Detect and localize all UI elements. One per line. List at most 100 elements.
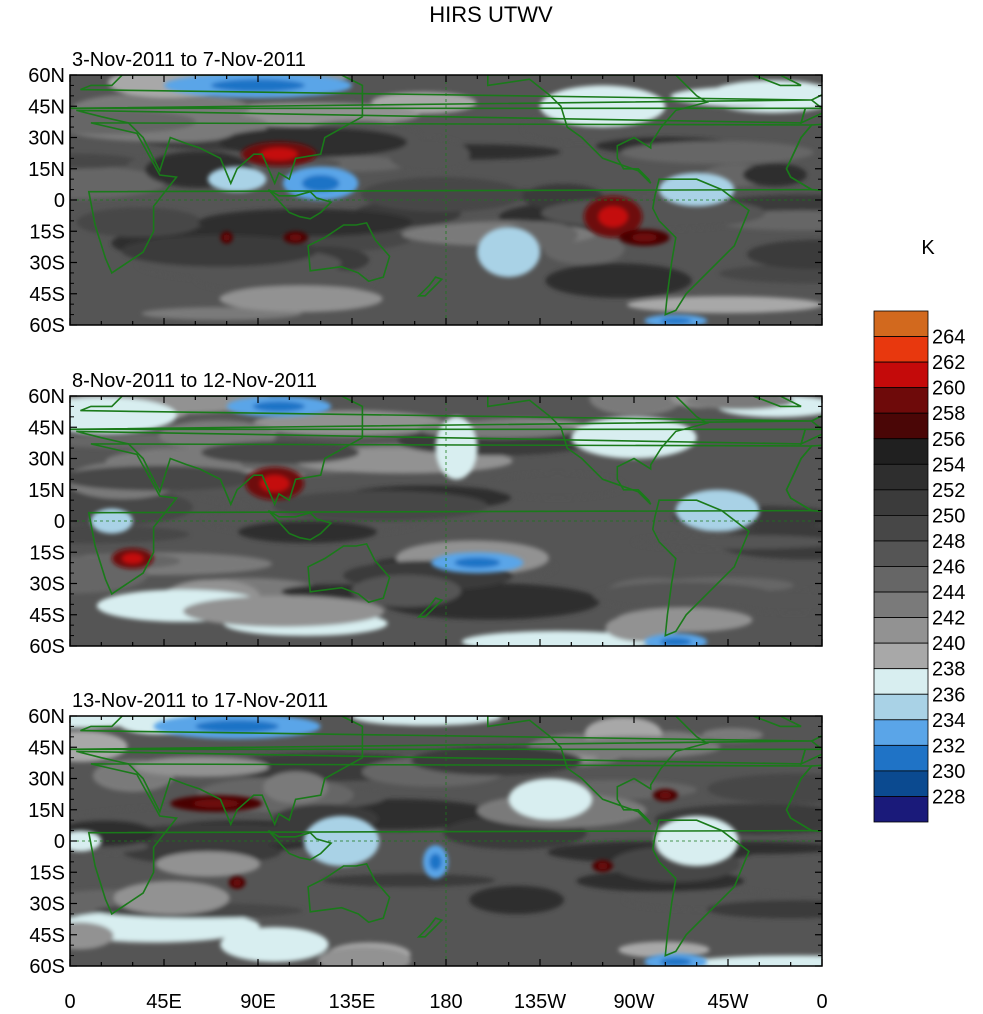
colorbar-box <box>873 719 929 746</box>
colorbar-box <box>873 642 929 670</box>
texture-patch <box>70 465 258 491</box>
texture-patch <box>322 873 496 887</box>
feature-core <box>260 475 290 492</box>
texture-patch <box>121 235 318 267</box>
feature-core <box>429 853 442 871</box>
colorbar-box <box>873 617 929 644</box>
feature-core <box>631 233 657 242</box>
feature-core <box>289 234 302 241</box>
y-tick-label: 0 <box>54 831 65 853</box>
y-tick-label: 45S <box>29 605 65 627</box>
feature-blob <box>477 227 540 278</box>
coastline <box>416 597 444 618</box>
texture-patch <box>627 296 822 314</box>
feature-core <box>660 637 692 646</box>
coastline <box>752 396 802 408</box>
texture-patch <box>461 631 653 646</box>
x-tick-label: 0 <box>816 991 827 1013</box>
colorbar-box <box>873 540 929 567</box>
texture-patch <box>620 141 814 164</box>
y-tick-label: 60N <box>28 706 65 728</box>
colorbar-box <box>873 438 929 465</box>
feature-core <box>193 799 240 808</box>
colorbar-label: 244 <box>932 582 965 604</box>
texture-patch <box>718 263 822 284</box>
coastline <box>487 716 710 825</box>
texture-patch <box>120 823 320 846</box>
coastline <box>307 542 391 604</box>
texture-patch <box>360 176 524 213</box>
colorbar-box <box>873 361 929 389</box>
texture-patch <box>670 86 822 107</box>
colorbar-label: 230 <box>932 761 965 783</box>
texture-patch <box>198 208 413 237</box>
y-tick-label: 60N <box>28 65 65 87</box>
texture-patch <box>263 771 329 804</box>
texture-patch <box>76 207 202 238</box>
coastline <box>70 75 812 186</box>
map-panel-2: 8-Nov-2011 to 12-Nov-2011 60N 45N 30N 15N 0 15… <box>28 370 823 658</box>
y-tick-label: 45N <box>28 737 65 759</box>
texture-patch <box>351 716 502 726</box>
y-tick-label: 30S <box>29 574 65 596</box>
texture-patch <box>183 595 385 627</box>
y-tick-label: 45S <box>29 284 65 306</box>
x-tick-label: 0 <box>64 991 75 1013</box>
feature-core <box>301 175 340 192</box>
chart-title: HIRS UTWV <box>429 2 553 27</box>
panel-label: 3-Nov-2011 to 7-Nov-2011 <box>72 49 306 71</box>
coastline <box>70 396 812 507</box>
y-tick-label: 15N <box>28 800 65 822</box>
colorbar-box <box>873 489 929 516</box>
coastline <box>487 396 710 505</box>
coastline <box>267 509 333 541</box>
texture-patch <box>70 922 114 950</box>
texture-patch <box>272 490 488 522</box>
colorbar-label: 234 <box>932 710 965 732</box>
y-tick-label: 30N <box>28 449 65 471</box>
colorbar-box <box>873 566 929 593</box>
feature-core <box>260 147 298 161</box>
colorbar-label: 258 <box>932 403 965 425</box>
colorbar-box <box>873 770 929 797</box>
coastlines <box>70 716 822 957</box>
y-tick-label: 60S <box>29 315 65 337</box>
panel-label: 13-Nov-2011 to 17-Nov-2011 <box>72 690 328 712</box>
x-tick-label: 90E <box>240 991 276 1013</box>
x-tick-label: 45W <box>707 991 748 1013</box>
texture-patch <box>70 153 138 169</box>
map-panel-1: 3-Nov-2011 to 7-Nov-2011 60N 45N 30N 15N 0 15S… <box>28 49 823 337</box>
x-tick-label: 135E <box>329 991 376 1013</box>
feature-blob <box>435 416 478 480</box>
texture-patch <box>706 900 822 919</box>
colorbar-label: 248 <box>932 531 965 553</box>
coastlines <box>70 396 822 637</box>
colorbar-label: 256 <box>932 429 965 451</box>
feature-core <box>597 862 608 870</box>
feature-core <box>211 79 305 92</box>
colorbar-label: 246 <box>932 557 965 579</box>
colorbar-label: 236 <box>932 684 965 706</box>
texture-patch <box>201 441 360 465</box>
coastline <box>651 178 750 316</box>
feature-core <box>660 957 692 966</box>
texture-patch <box>70 910 260 942</box>
y-tick-label: 60S <box>29 956 65 978</box>
coastline <box>267 829 333 861</box>
texture-patch <box>220 927 329 962</box>
y-tick-label: 30N <box>28 769 65 791</box>
feature-core <box>252 401 305 412</box>
feature-blob <box>571 416 697 459</box>
texture-patch <box>219 285 383 313</box>
coastline <box>416 917 444 938</box>
colorbar-label: 228 <box>932 786 965 808</box>
colorbar-box <box>873 387 929 414</box>
feature-core <box>454 557 501 568</box>
y-tick-label: 15S <box>29 862 65 884</box>
feature-core <box>660 317 692 324</box>
y-tick-label: 30N <box>28 128 65 150</box>
texture-patch <box>589 396 684 417</box>
colorbar-label: 242 <box>932 608 965 630</box>
coastline <box>307 862 391 924</box>
